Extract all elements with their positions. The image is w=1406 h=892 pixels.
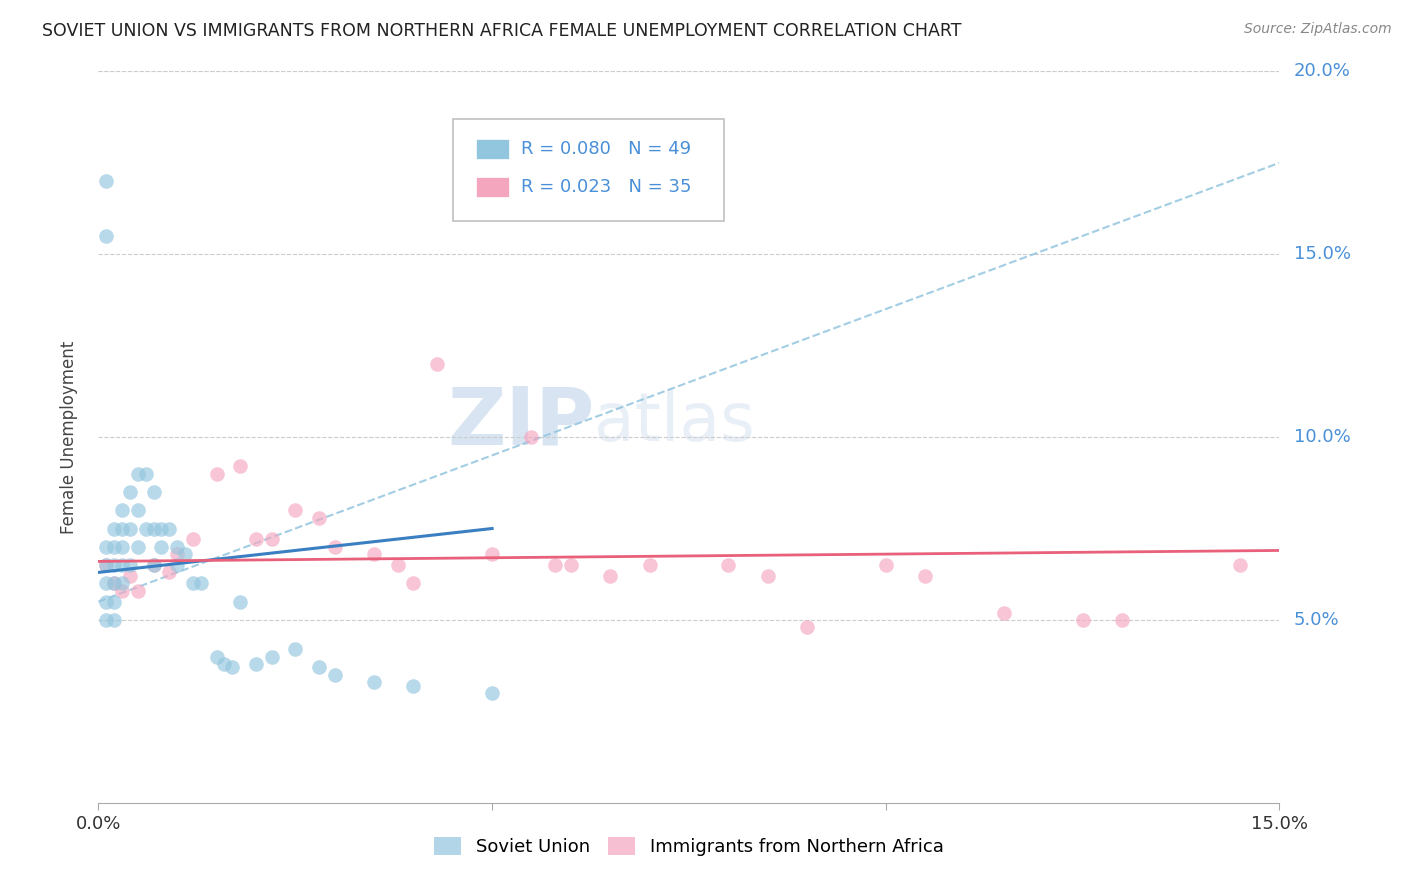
Point [127, 540, 149, 554]
Point [166, 558, 188, 573]
Point [308, 660, 330, 674]
Point [544, 558, 567, 573]
Point [142, 521, 165, 535]
Point [181, 533, 204, 547]
FancyBboxPatch shape [453, 119, 724, 221]
Text: 15.0%: 15.0% [1294, 245, 1351, 263]
Point [127, 503, 149, 517]
Point [387, 558, 409, 573]
Point [118, 485, 141, 500]
Point [150, 521, 173, 535]
Point [135, 467, 157, 481]
Y-axis label: Female Unemployment: Female Unemployment [59, 341, 77, 533]
FancyBboxPatch shape [477, 138, 509, 159]
Text: R = 0.023   N = 35: R = 0.023 N = 35 [522, 178, 692, 196]
Text: Source: ZipAtlas.com: Source: ZipAtlas.com [1244, 22, 1392, 37]
Point [103, 576, 125, 591]
Point [402, 679, 425, 693]
Point [157, 566, 180, 580]
Point [96, 576, 118, 591]
Point [402, 576, 425, 591]
Point [363, 547, 385, 561]
Point [308, 510, 330, 524]
Point [875, 558, 897, 573]
Point [157, 521, 180, 535]
Point [284, 503, 307, 517]
Point [560, 558, 582, 573]
Point [481, 547, 503, 561]
FancyBboxPatch shape [477, 177, 509, 197]
Point [127, 467, 149, 481]
Point [96, 594, 118, 608]
Point [96, 558, 118, 573]
Point [229, 459, 252, 474]
Text: 10.0%: 10.0% [1294, 428, 1350, 446]
Point [993, 606, 1015, 620]
Point [111, 583, 134, 598]
Point [142, 485, 165, 500]
Point [111, 558, 134, 573]
Text: R = 0.080   N = 49: R = 0.080 N = 49 [522, 140, 692, 158]
Point [166, 540, 188, 554]
Text: SOVIET UNION VS IMMIGRANTS FROM NORTHERN AFRICA FEMALE UNEMPLOYMENT CORRELATION : SOVIET UNION VS IMMIGRANTS FROM NORTHERN… [42, 22, 962, 40]
Point [96, 229, 118, 244]
Point [717, 558, 740, 573]
Point [118, 569, 141, 583]
Point [142, 558, 165, 573]
Point [103, 594, 125, 608]
Point [796, 620, 818, 634]
Point [756, 569, 779, 583]
Point [1071, 613, 1094, 627]
Point [103, 540, 125, 554]
Point [103, 576, 125, 591]
Point [205, 467, 228, 481]
Point [190, 576, 212, 591]
Point [150, 540, 173, 554]
Text: 5.0%: 5.0% [1294, 611, 1340, 629]
Point [103, 613, 125, 627]
Point [111, 576, 134, 591]
Point [363, 675, 385, 690]
Point [214, 657, 236, 671]
Point [260, 533, 283, 547]
Point [96, 558, 118, 573]
Point [229, 594, 252, 608]
Point [323, 667, 346, 681]
Point [96, 540, 118, 554]
Point [245, 657, 267, 671]
Point [520, 430, 543, 444]
Point [166, 547, 188, 561]
Point [118, 558, 141, 573]
Point [96, 613, 118, 627]
Point [1229, 558, 1251, 573]
Point [174, 547, 197, 561]
Point [245, 533, 267, 547]
Point [205, 649, 228, 664]
Point [481, 686, 503, 700]
Point [638, 558, 661, 573]
Point [103, 558, 125, 573]
Point [118, 521, 141, 535]
Point [96, 174, 118, 188]
Point [914, 569, 936, 583]
Point [221, 660, 243, 674]
Point [127, 583, 149, 598]
Point [181, 576, 204, 591]
Point [135, 521, 157, 535]
Point [323, 540, 346, 554]
Point [142, 558, 165, 573]
Point [1111, 613, 1133, 627]
Point [284, 642, 307, 657]
Point [260, 649, 283, 664]
Text: ZIP: ZIP [447, 384, 595, 461]
Point [111, 521, 134, 535]
Point [426, 357, 449, 371]
Text: atlas: atlas [595, 390, 755, 456]
Point [111, 540, 134, 554]
Point [103, 521, 125, 535]
Text: 20.0%: 20.0% [1294, 62, 1351, 80]
Point [599, 569, 621, 583]
Point [111, 503, 134, 517]
Legend: Soviet Union, Immigrants from Northern Africa: Soviet Union, Immigrants from Northern A… [427, 830, 950, 863]
